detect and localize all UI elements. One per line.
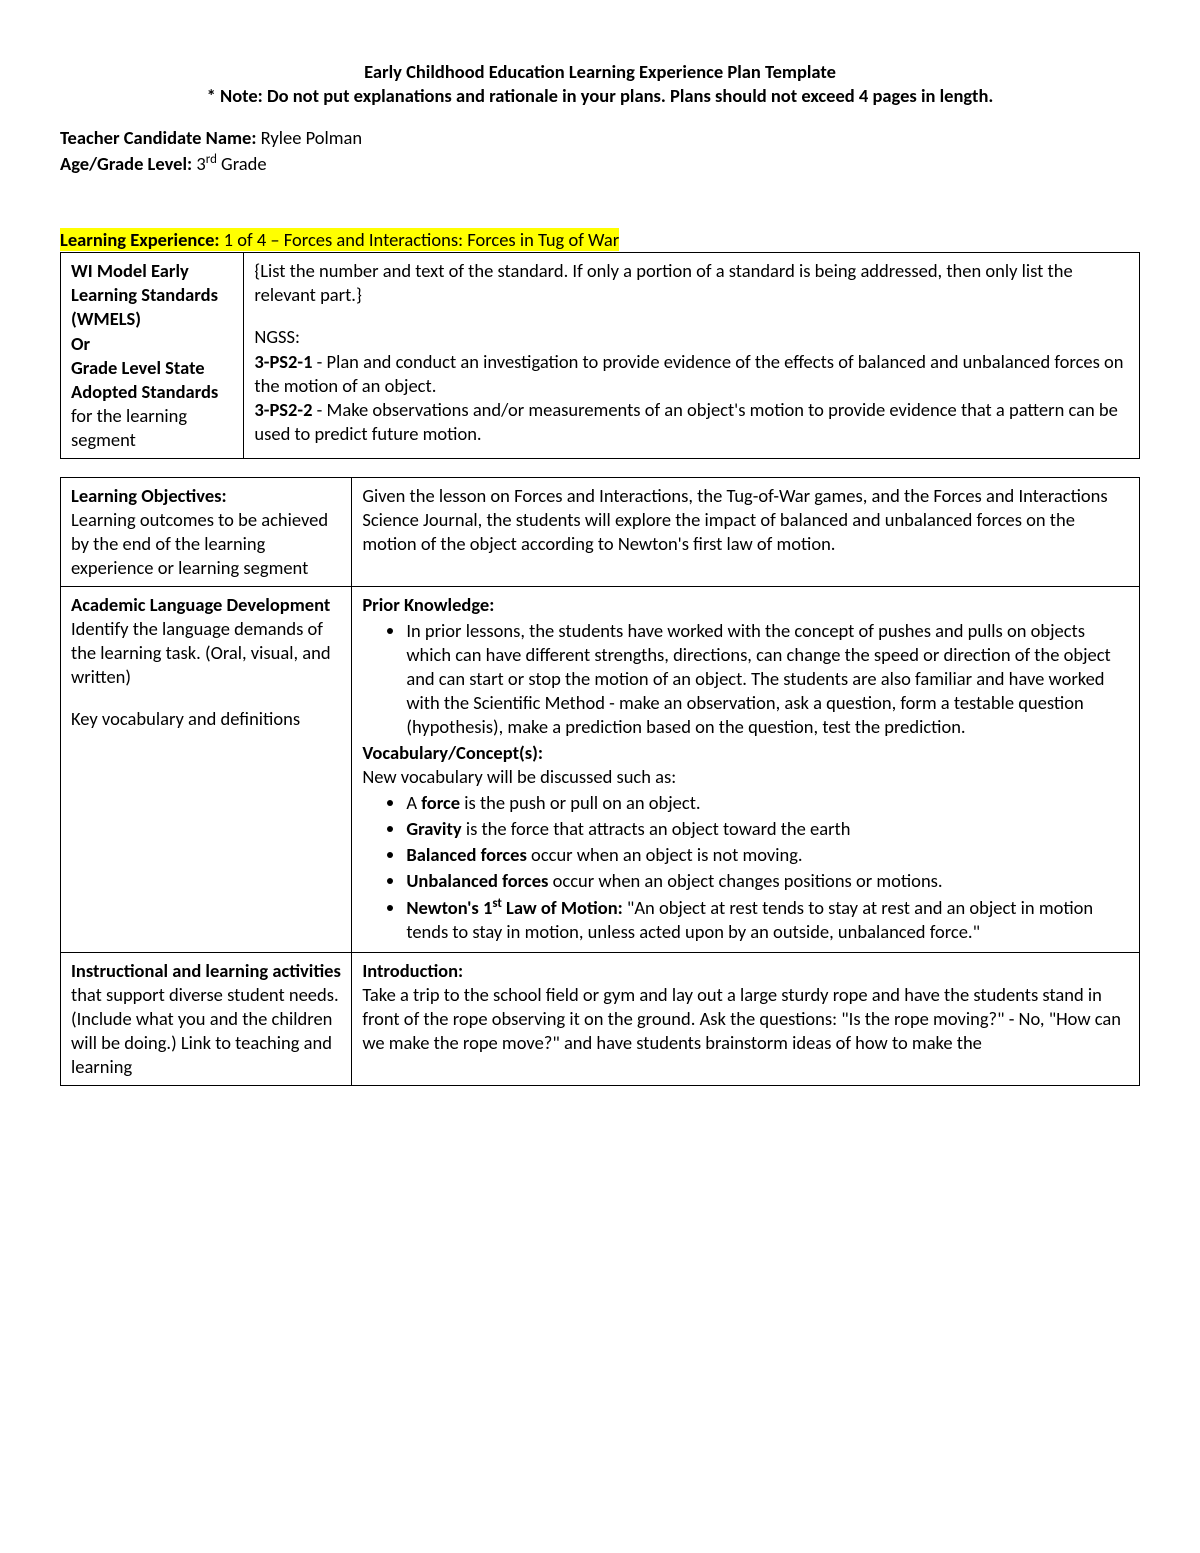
- objectives-left: Learning Objectives: Learning outcomes t…: [61, 477, 352, 586]
- doc-note: * Note: Do not put explanations and rati…: [60, 84, 1140, 108]
- learning-exp-label: Learning Experience:: [60, 228, 219, 251]
- learning-exp-line: Learning Experience: 1 of 4 – Forces and…: [60, 228, 1140, 252]
- standards-left-3b: Grade Level State Adopted Standards: [71, 356, 218, 403]
- v4b: occur when an object changes positions o…: [548, 869, 942, 892]
- ngss-ps1: 3-PS2-1 - Plan and conduct an investigat…: [254, 350, 1129, 398]
- instr-left-text: that support diverse student needs. (Inc…: [71, 983, 339, 1078]
- objectives-left-text: Learning outcomes to be achieved by the …: [71, 508, 341, 580]
- standards-table: WI Model Early Learning Standards (WMELS…: [60, 252, 1140, 458]
- teacher-label: Teacher Candidate Name:: [60, 126, 256, 149]
- standards-left-4: for the learning segment: [71, 404, 187, 451]
- standards-left-2: Or: [71, 332, 233, 356]
- teacher-line: Teacher Candidate Name: Rylee Polman: [60, 126, 1140, 150]
- note-text: Do not put explanations and rationale in…: [267, 84, 993, 107]
- standards-left-3: Grade Level State Adopted Standards for …: [71, 356, 233, 452]
- v3a: Balanced forces: [406, 843, 527, 866]
- ps2-text: - Make observations and/or measurements …: [254, 398, 1117, 445]
- lang-left-text1: Identify the language demands of the lea…: [71, 617, 341, 689]
- ngss-label: NGSS:: [254, 325, 1129, 349]
- objectives-text: Given the lesson on Forces and Interacti…: [362, 484, 1129, 556]
- v2b: is the force that attracts an object tow…: [462, 817, 851, 840]
- ps2-code: 3-PS2-2: [254, 398, 312, 421]
- v3b: occur when an object is not moving.: [527, 843, 803, 866]
- lang-left-text2: Key vocabulary and definitions: [71, 707, 341, 731]
- prior-bullet: In prior lessons, the students have work…: [406, 619, 1129, 739]
- v4a: Unbalanced forces: [406, 869, 548, 892]
- teacher-name: Rylee Polman: [261, 126, 363, 149]
- lang-right: Prior Knowledge: In prior lessons, the s…: [352, 586, 1140, 952]
- vocab-item-4: Unbalanced forces occur when an object c…: [406, 869, 1129, 893]
- v1c: is the push or pull on an object.: [460, 791, 700, 814]
- objectives-label: Learning Objectives:: [71, 484, 341, 508]
- objectives-right: Given the lesson on Forces and Interacti…: [352, 477, 1140, 586]
- instr-left: Instructional and learning activities th…: [61, 952, 352, 1085]
- note-label: * Note:: [207, 84, 267, 107]
- lang-label: Academic Language Development: [71, 593, 341, 617]
- grade-line: Age/Grade Level: 3rd Grade: [60, 152, 1140, 176]
- standards-intro: {List the number and text of the standar…: [254, 259, 1129, 307]
- ps1-text: - Plan and conduct an investigation to p…: [254, 350, 1123, 397]
- plan-table: Learning Objectives: Learning outcomes t…: [60, 477, 1140, 1086]
- doc-title: Early Childhood Education Learning Exper…: [60, 60, 1140, 84]
- instr-label: Instructional and learning activities: [71, 959, 341, 982]
- grade-label: Age/Grade Level:: [60, 152, 192, 175]
- vocab-item-1: A force is the push or pull on an object…: [406, 791, 1129, 815]
- v5sup: st: [492, 896, 502, 911]
- instr-intro-label: Introduction:: [362, 959, 1129, 983]
- vocab-item-3: Balanced forces occur when an object is …: [406, 843, 1129, 867]
- instr-intro-text: Take a trip to the school field or gym a…: [362, 983, 1129, 1055]
- vocab-intro: New vocabulary will be discussed such as…: [362, 765, 1129, 789]
- standards-left-cell: WI Model Early Learning Standards (WMELS…: [61, 253, 244, 458]
- prior-list: In prior lessons, the students have work…: [362, 619, 1129, 739]
- ps1-code: 3-PS2-1: [254, 350, 312, 373]
- v1b: force: [421, 791, 460, 814]
- grade-value: 3: [196, 152, 205, 175]
- grade-suffix: Grade: [217, 152, 267, 175]
- vocab-item-5: Newton's 1st Law of Motion: "An object a…: [406, 896, 1129, 944]
- vocab-item-2: Gravity is the force that attracts an ob…: [406, 817, 1129, 841]
- standards-left-1: WI Model Early Learning Standards (WMELS…: [71, 259, 233, 331]
- lang-left: Academic Language Development Identify t…: [61, 586, 352, 952]
- v1a: A: [406, 791, 421, 814]
- v2a: Gravity: [406, 817, 461, 840]
- meta-block: Teacher Candidate Name: Rylee Polman Age…: [60, 126, 1140, 176]
- prior-label: Prior Knowledge:: [362, 593, 1129, 617]
- vocab-list: A force is the push or pull on an object…: [362, 791, 1129, 943]
- instr-right: Introduction: Take a trip to the school …: [352, 952, 1140, 1085]
- grade-ordinal: rd: [206, 152, 217, 167]
- vocab-label: Vocabulary/Concept(s):: [362, 741, 1129, 765]
- learning-exp-value: 1 of 4 – Forces and Interactions: Forces…: [224, 228, 620, 251]
- ngss-ps2: 3-PS2-2 - Make observations and/or measu…: [254, 398, 1129, 446]
- v5b: Law of Motion:: [502, 896, 623, 919]
- standards-right-cell: {List the number and text of the standar…: [244, 253, 1140, 458]
- v5a: Newton's 1: [406, 896, 492, 919]
